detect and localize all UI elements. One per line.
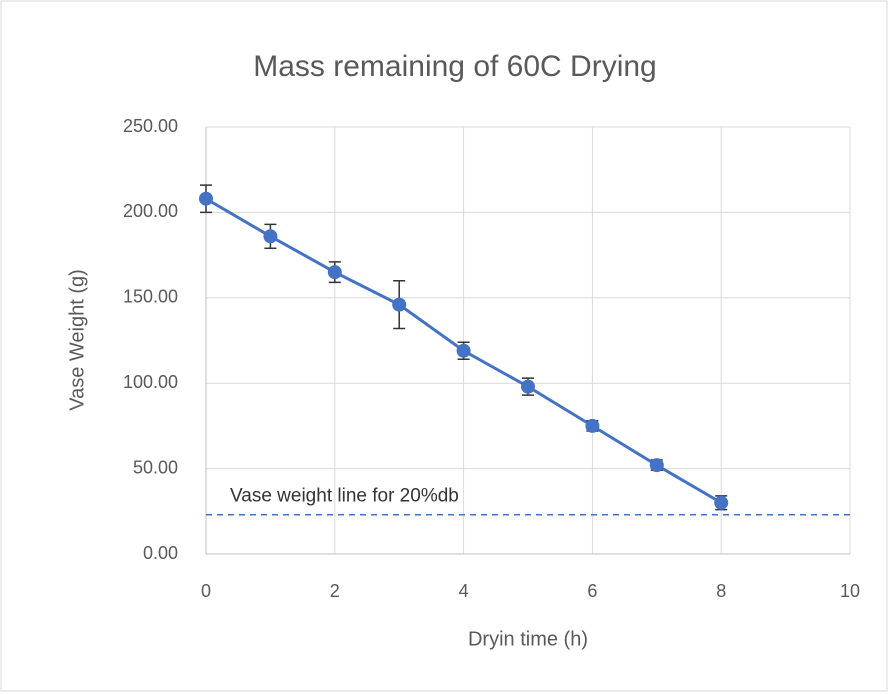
data-point bbox=[521, 380, 535, 394]
chart-border bbox=[1, 1, 887, 691]
y-tick-label: 0.00 bbox=[143, 543, 178, 563]
x-axis-label: Dryin time (h) bbox=[468, 628, 588, 650]
data-point bbox=[714, 496, 728, 510]
x-tick-label: 10 bbox=[840, 581, 860, 601]
x-tick-label: 2 bbox=[330, 581, 340, 601]
y-axis-label: Vase Weight (g) bbox=[66, 269, 88, 411]
chart-title: Mass remaining of 60C Drying bbox=[253, 50, 657, 83]
x-tick-label: 8 bbox=[716, 581, 726, 601]
reference-label: Vase weight line for 20%db bbox=[230, 486, 459, 507]
y-tick-label: 250.00 bbox=[123, 116, 178, 136]
y-tick-label: 50.00 bbox=[133, 457, 178, 477]
data-point bbox=[328, 265, 342, 279]
data-point bbox=[650, 458, 664, 472]
y-tick-label: 200.00 bbox=[123, 201, 178, 221]
y-tick-label: 150.00 bbox=[123, 287, 178, 307]
data-point bbox=[263, 229, 277, 243]
chart: Mass remaining of 60C Drying Vase Weight… bbox=[0, 0, 890, 694]
data-point bbox=[392, 298, 406, 312]
data-point bbox=[585, 419, 599, 433]
x-tick-label: 6 bbox=[587, 581, 597, 601]
x-tick-label: 0 bbox=[201, 581, 211, 601]
data-point bbox=[457, 344, 471, 358]
data-point bbox=[199, 192, 213, 206]
x-tick-label: 4 bbox=[459, 581, 469, 601]
y-tick-label: 100.00 bbox=[123, 372, 178, 392]
